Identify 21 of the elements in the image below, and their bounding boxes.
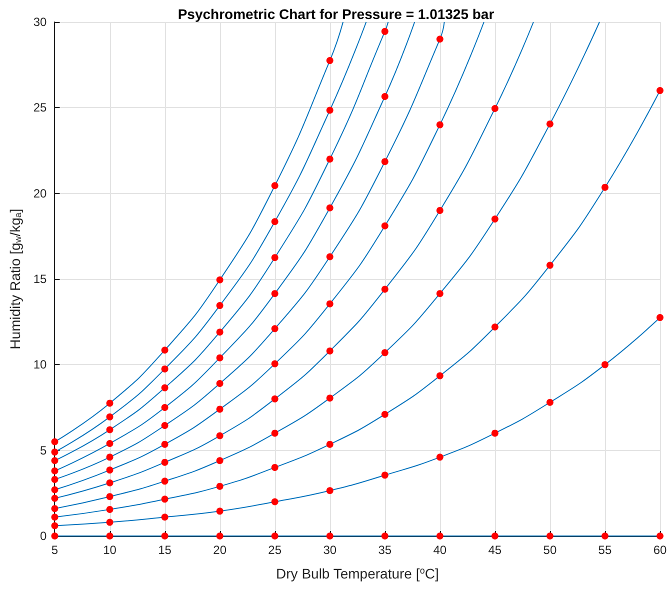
y-tick-label: 15 bbox=[33, 272, 48, 286]
y-tick-label: 30 bbox=[33, 15, 48, 29]
x-tick-label: 60 bbox=[653, 543, 667, 557]
y-tick-label: 0 bbox=[40, 529, 48, 543]
x-tick-label: 20 bbox=[213, 543, 227, 557]
chart-title: Psychrometric Chart for Pressure = 1.01325 bar bbox=[178, 6, 495, 22]
x-tick-label: 55 bbox=[598, 543, 612, 557]
y-tick-label: 20 bbox=[33, 186, 48, 200]
y-tick-label: 10 bbox=[33, 358, 48, 372]
x-tick-label: 25 bbox=[268, 543, 282, 557]
x-tick-label: 50 bbox=[543, 543, 557, 557]
x-tick-label: 15 bbox=[158, 543, 172, 557]
y-tick-label: 25 bbox=[33, 100, 48, 115]
x-tick-label: 10 bbox=[103, 543, 117, 557]
x-tick-label: 40 bbox=[433, 543, 447, 557]
y-tick-label: 5 bbox=[40, 443, 48, 458]
x-tick-label: 35 bbox=[378, 543, 392, 557]
x-tick-label: 5 bbox=[51, 543, 58, 557]
y-axis-title: Humidity Ratio [gw/kga] bbox=[7, 208, 23, 350]
x-tick-label: 45 bbox=[488, 543, 502, 557]
x-tick-label: 30 bbox=[323, 543, 337, 557]
